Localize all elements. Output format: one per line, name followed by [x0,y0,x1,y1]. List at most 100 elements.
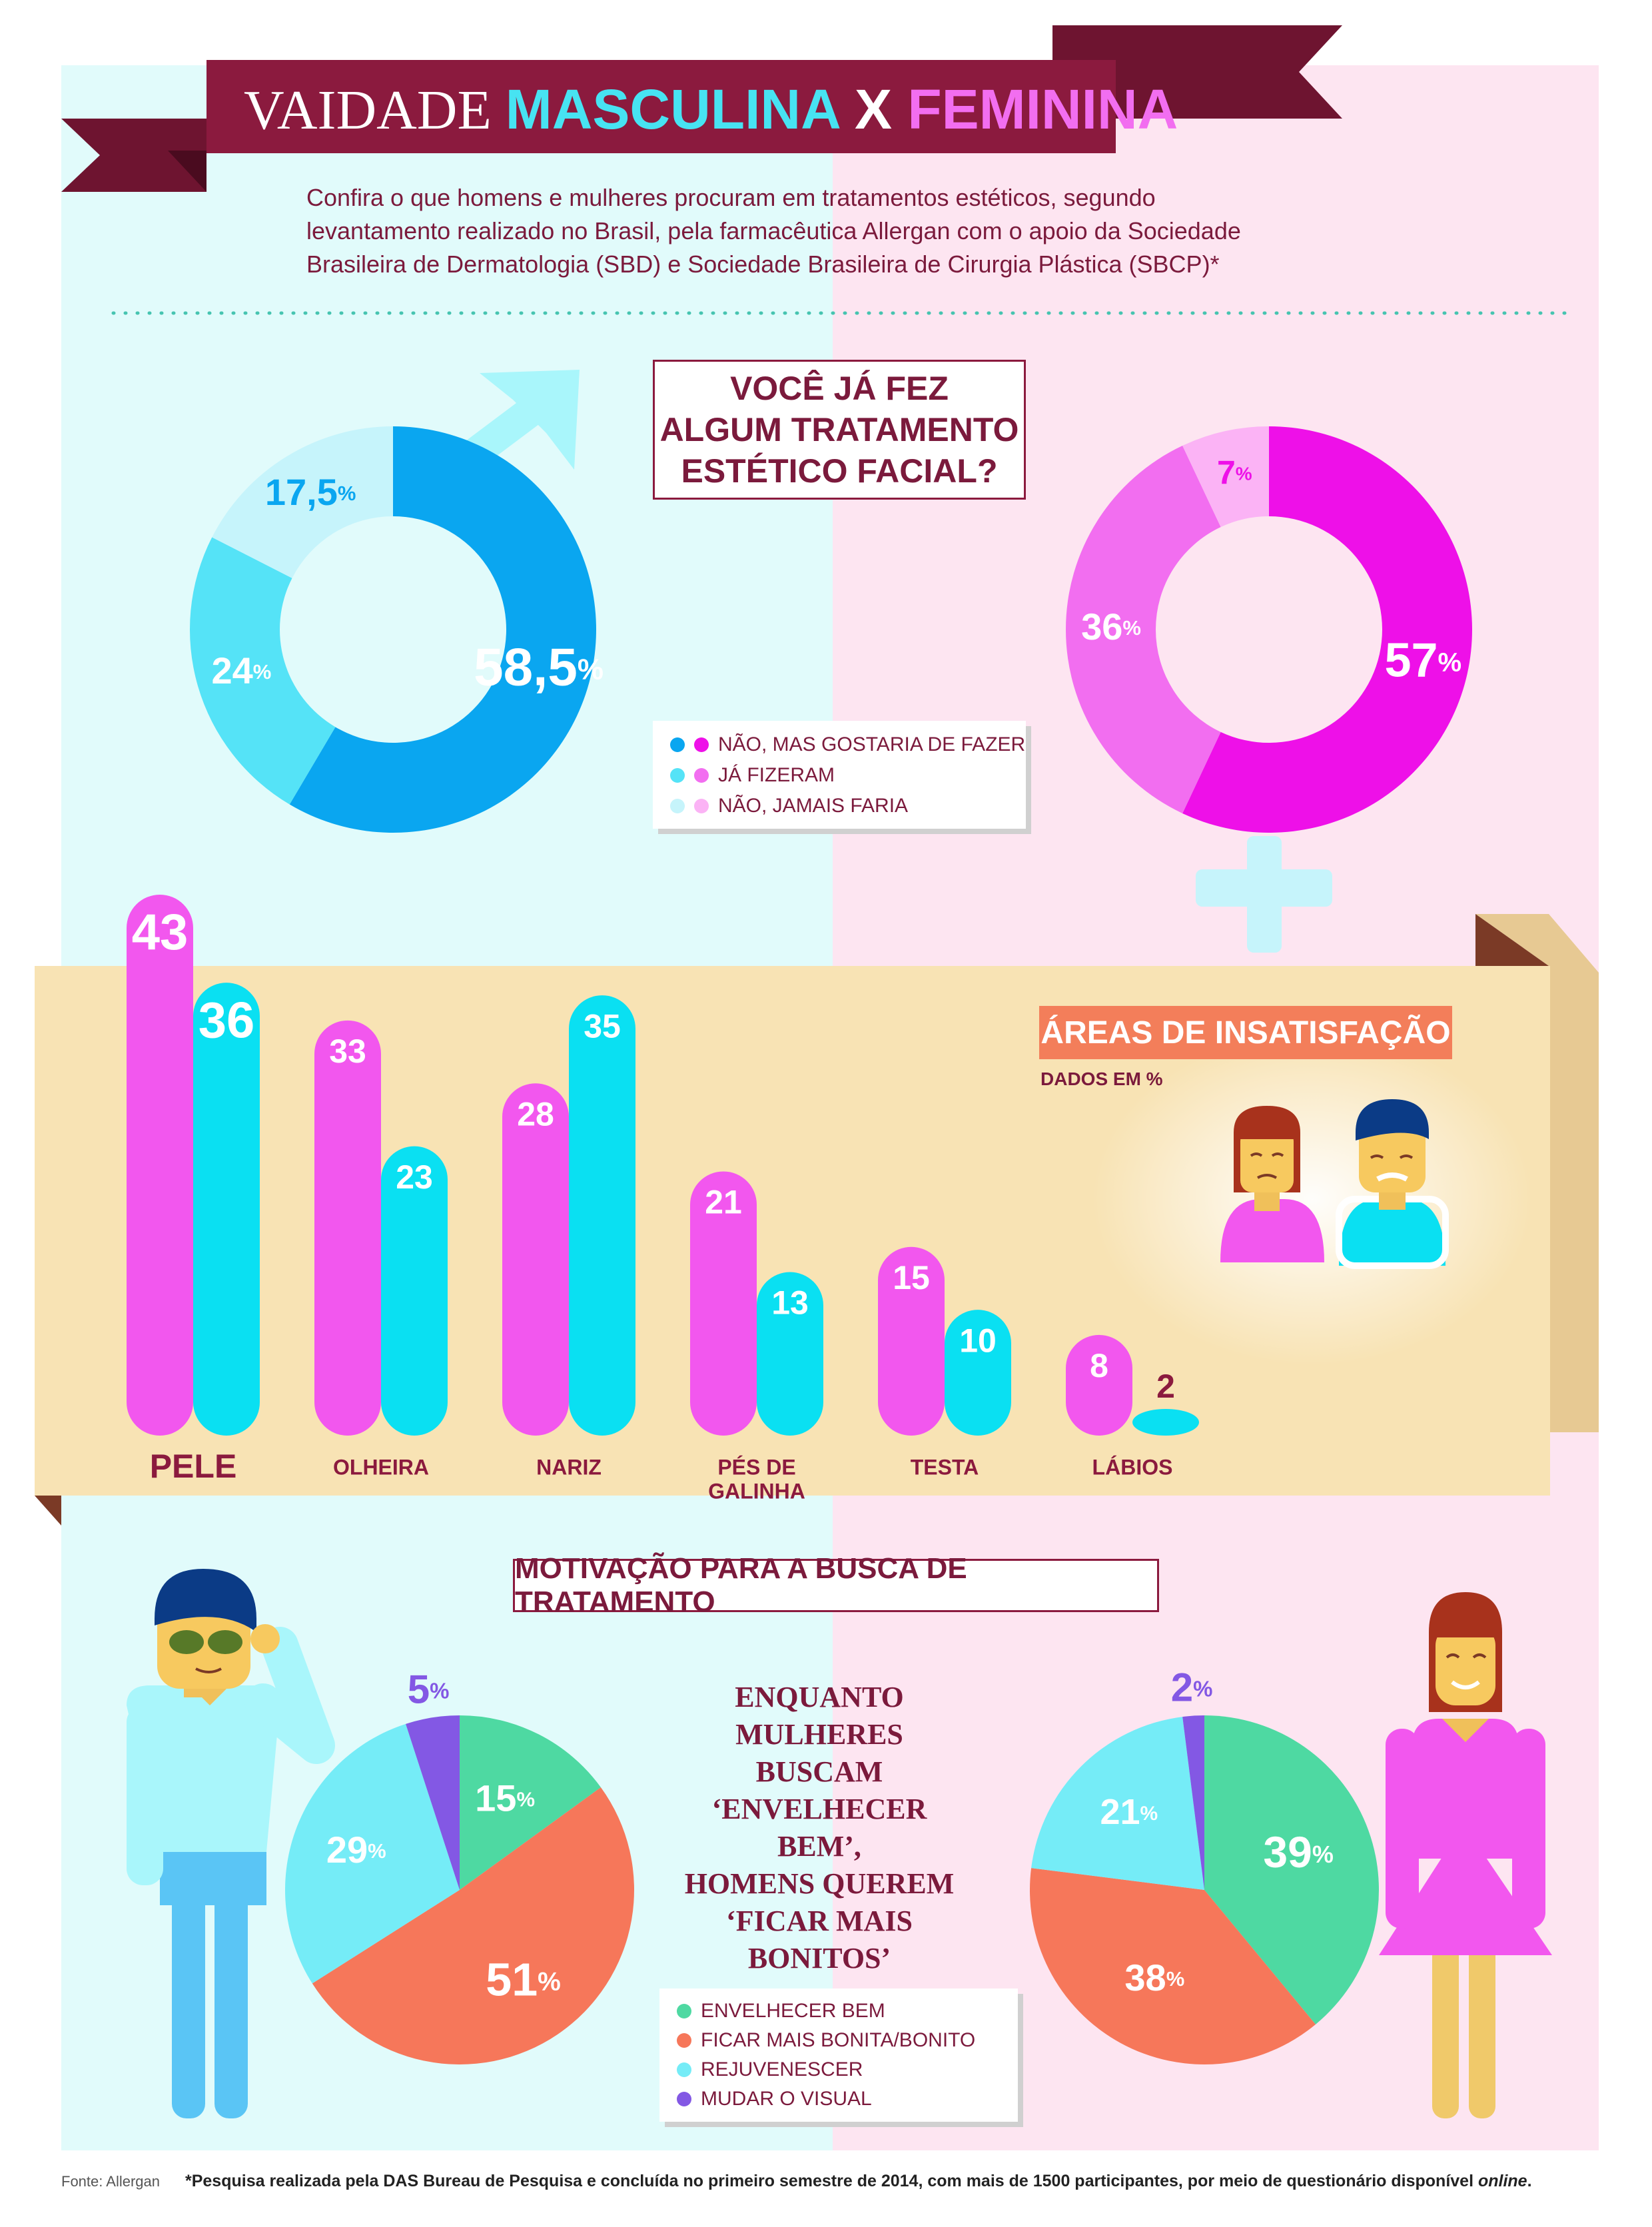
category-label-4: GALINHA [708,1479,805,1503]
quote-line: ‘ENVELHECER BEM’, [711,1793,927,1863]
slice-label-3: 21% [1100,1792,1158,1832]
slice-label-3: 7% [1217,454,1252,492]
bar-label-women-4: 21 [705,1184,742,1221]
bar-label-women-2: 33 [329,1033,366,1070]
quote-line: HOMENS QUEREM [684,1867,955,1900]
bar-label-men-2: 23 [396,1158,433,1196]
legend-item: ENVELHECER BEM [677,1998,885,2024]
legend-label: ENVELHECER BEM [701,2000,885,2022]
legend-motivation: ENVELHECER BEM FICAR MAIS BONITA/BONITO … [659,1989,1018,2122]
slice-2 [312,1787,634,2064]
motivation-title-text: MOTIVAÇÃO PARA A BUSCA DE TRATAMENTO [515,1552,967,1618]
man-avatar-icon [1336,1099,1449,1269]
main-title: VAIDADE MASCULINA X FEMININA [244,78,1178,141]
subtitle-line: levantamento realizado no Brasil, pela f… [306,217,1241,244]
bar-label-men-1: 36 [199,992,255,1049]
quote-line: MULHERES BUSCAM [735,1718,903,1788]
bar-women-3 [502,1083,569,1436]
legend-item: JÁ FIZERAM [670,762,835,789]
legend-dot [677,2092,691,2106]
slice-label-2: 36% [1081,606,1141,648]
legend-item: NÃO, JAMAIS FARIA [670,793,908,819]
slice-label-2: 38% [1124,1957,1184,1999]
legend-dot-women [694,768,709,783]
source-note: Fonte: Allergan [61,2173,160,2190]
slice-label-3: 29% [326,1829,386,1871]
footnote-end: . [1527,2172,1532,2190]
legend-dot [677,2062,691,2077]
bar-label-men-6: 2 [1156,1368,1175,1405]
slice-label-2: 51% [486,1954,561,2006]
legend-dot-women [694,799,709,813]
question-box: VOCÊ JÁ FEZ ALGUM TRATAMENTO ESTÉTICO FA… [653,360,1026,500]
areas-title-text: ÁREAS DE INSATISFAÇÃO [1040,1015,1451,1051]
title-ribbon [206,60,1116,153]
footnote-text: *Pesquisa realizada pela DAS Bureau de P… [185,2172,1478,2190]
bar-men-2 [381,1146,448,1436]
legend-treatment: NÃO, MAS GOSTARIA DE FAZER JÁ FIZERAM NÃ… [653,721,1026,829]
slice-4 [1182,1715,1204,1890]
quote-line: ‘FICAR MAIS [726,1905,913,1937]
legend-label: REJUVENESCER [701,2058,863,2080]
bar-label-men-3: 35 [584,1007,621,1045]
question-line: ESTÉTICO FACIAL? [681,452,998,490]
slice-2 [1029,1868,1316,2065]
slice-1 [460,1715,601,1890]
bar-label-women-6: 8 [1090,1347,1108,1384]
legend-item: FICAR MAIS BONITA/BONITO [677,2027,975,2054]
subtitle: Confira o que homens e mulheres procuram… [306,181,1439,281]
slice-3 [1031,1717,1204,1890]
bar-label-women-5: 15 [893,1259,930,1296]
ribbon-right-tail [1052,25,1342,119]
bar-women-1 [127,895,193,1436]
legend-item: NÃO, MAS GOSTARIA DE FAZER [670,731,1025,758]
woman-avatar-icon [1220,1106,1324,1262]
legend-item: REJUVENESCER [677,2056,863,2083]
slice-label-1: 15% [475,1777,535,1819]
category-label-6: LÁBIOS [1092,1455,1173,1479]
legend-label: NÃO, MAS GOSTARIA DE FAZER [718,733,1026,755]
title-vaidade: VAIDADE [244,79,506,141]
quote-line: ENQUANTO [735,1681,904,1713]
band-corner-right [1475,914,1549,966]
band-corner-left [35,1496,61,1526]
slice-3 [212,426,393,578]
bar-label-women-1: 43 [132,904,189,961]
legend-label: MUDAR O VISUAL [701,2088,872,2110]
slice-2 [189,537,336,805]
bar-men-3 [569,995,635,1436]
legend-label: FICAR MAIS BONITA/BONITO [701,2029,976,2051]
slice-2 [1066,446,1221,813]
bar-label-men-4: 13 [771,1284,809,1322]
bar-women-5 [878,1246,945,1436]
legend-dot-women [694,737,709,752]
bar-women-6 [1066,1334,1132,1436]
bar-men-4 [757,1272,823,1436]
donut-chart-men: 58,5% 24% 17,5% [189,426,604,833]
slice-3 [284,1723,460,1984]
areas-subtitle: DADOS EM % [1040,1069,1163,1089]
areas-title: ÁREAS DE INSATISFAÇÃO [1039,1006,1452,1059]
slice-3 [1182,426,1269,528]
slice-label-3: 17,5% [265,471,356,513]
subtitle-line: Confira o que homens e mulheres procuram… [306,184,1156,211]
slice-label-4: 2% [1171,1665,1213,1709]
ribbon-left-tail [61,119,206,192]
pie-chart-men-motivation: 15% 51% 29% 5% [284,1667,634,2064]
man-figure-icon [127,1569,335,2118]
slice-label-1: 57% [1384,634,1461,687]
bar-men-5 [945,1310,1011,1436]
category-label-5: TESTA [911,1455,979,1479]
legend-dot-men [670,768,685,783]
bar-label-men-5: 10 [959,1322,997,1359]
legend-dot [677,2004,691,2018]
question-line: ALGUM TRATAMENTO [659,411,1019,448]
bar-men-1 [193,983,260,1436]
ribbon-fold-left [168,151,206,192]
pie-chart-women-motivation: 39% 38% 21% 2% [1029,1665,1380,2065]
motivation-title: MOTIVAÇÃO PARA A BUSCA DE TRATAMENTO [513,1552,1159,1618]
band-fold-right [1475,914,1599,1432]
question-line: VOCÊ JÁ FEZ [730,370,949,407]
legend-label: JÁ FIZERAM [718,764,835,786]
